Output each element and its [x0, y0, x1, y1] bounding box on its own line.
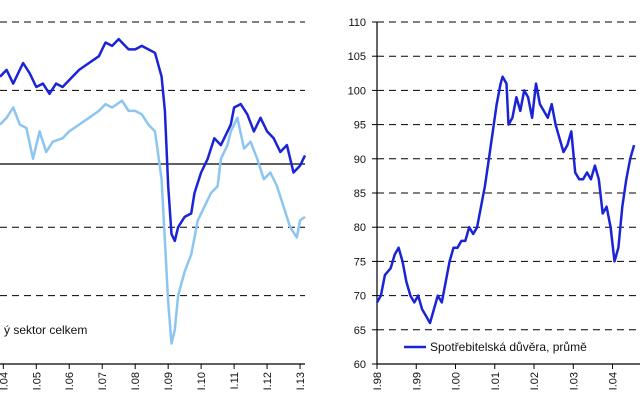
right-y-tick-label: 75: [354, 256, 366, 268]
right-y-tick-label: 95: [354, 120, 366, 132]
left-chart: I.04 I.05 I.06 I.07 I.08 I.09 I.10 I.11 I.12 I.13…: [0, 21, 307, 390]
right-gridlines: [377, 21, 640, 331]
right-x-tick-label: I.01: [490, 372, 502, 390]
right-legend-box: [398, 334, 638, 358]
left-x-tick-label: I.12: [262, 372, 274, 390]
right-y-tick-label: 65: [354, 325, 366, 337]
right-y-tick-label: 80: [354, 222, 366, 234]
right-x-tick-label: I.00: [451, 372, 463, 390]
right-x-tick-label: I.98: [372, 372, 384, 390]
left-x-tick-label: I.13: [295, 372, 307, 390]
left-x-tick-label: I.09: [163, 372, 175, 390]
left-series-group: [0, 37, 307, 345]
right-legend-label: Spotřebitelská důvěra, průmě: [430, 340, 587, 354]
right-y-tick-label: 85: [354, 188, 366, 200]
right-y-tick-label: 70: [354, 291, 366, 303]
left-x-axis: I.04 I.05 I.06 I.07 I.08 I.09 I.10 I.11 I.12 I.13: [0, 363, 307, 390]
left-gridlines: [0, 21, 305, 297]
right-y-tick-label: 60: [354, 359, 366, 371]
left-series-line-dark: [0, 37, 307, 243]
right-y-tick-label: 90: [354, 154, 366, 166]
left-legend-label: ý sektor celkem: [4, 323, 87, 337]
right-y-tick-label: 100: [348, 85, 366, 97]
right-y-tick-label: 105: [348, 51, 366, 63]
right-y-tick-label: 110: [348, 17, 366, 29]
right-series-group: [375, 75, 636, 325]
right-legend: Spotřebitelská důvěra, průmě: [398, 334, 638, 358]
left-x-tick-label: I.08: [130, 372, 142, 390]
right-y-ticks: 60 65 70 75 80 85 90 95 100 105 110: [348, 17, 377, 371]
left-x-ticks: I.04 I.05 I.06 I.07 I.08 I.09 I.10 I.11 I.12 I.13: [0, 364, 307, 390]
right-series-line-dark: [375, 75, 636, 325]
left-series-line-light: [0, 99, 306, 345]
left-x-tick-label: I.06: [64, 372, 76, 390]
right-x-tick-label: I.99: [411, 372, 423, 390]
left-x-tick-label: I.07: [97, 372, 109, 390]
left-x-tick-label: I.11: [229, 372, 241, 390]
right-x-tick-label: I.02: [529, 372, 541, 390]
right-x-tick-label: I.03: [568, 372, 580, 390]
left-x-tick-label: I.05: [31, 372, 43, 390]
right-x-axis: I.98 I.99 I.00 I.01 I.02 I.03 I.04: [372, 363, 640, 390]
right-x-tick-label: I.04: [608, 372, 620, 390]
left-legend: ý sektor celkem: [4, 323, 87, 337]
left-x-tick-label: I.04: [0, 372, 10, 390]
right-x-ticks: I.98 I.99 I.00 I.01 I.02 I.03 I.04: [372, 364, 620, 390]
left-x-tick-label: I.10: [196, 372, 208, 390]
